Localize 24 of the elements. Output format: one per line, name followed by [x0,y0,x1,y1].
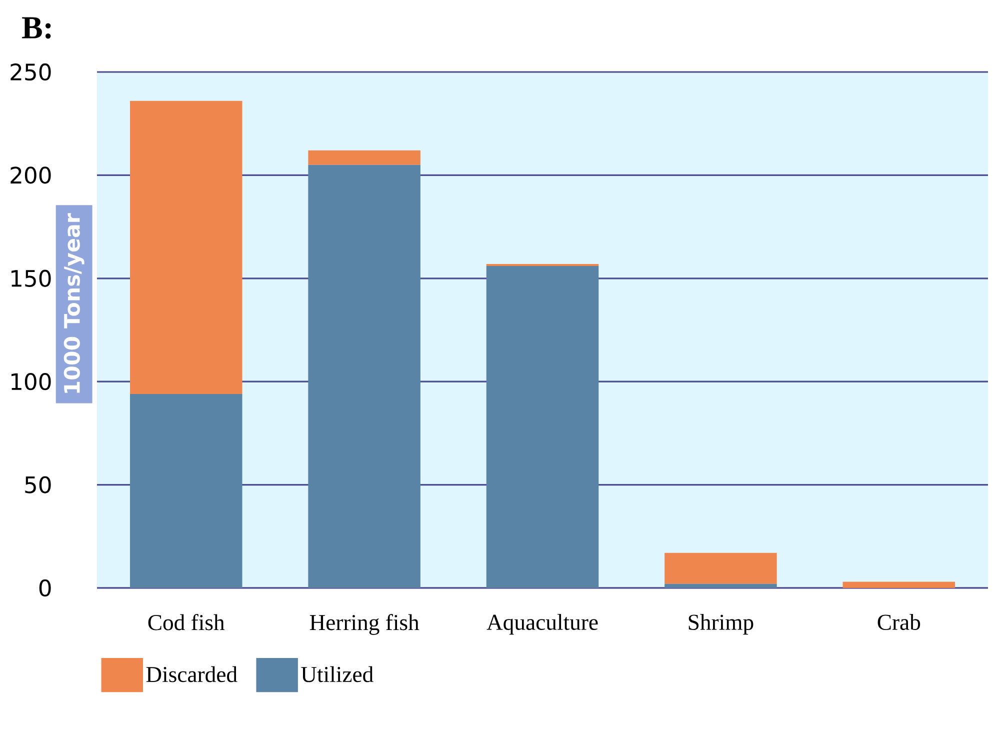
x-tick-label: Cod fish [148,614,225,630]
y-axis-title: 1000 Tons/year [64,213,84,393]
x-tick-label: Herring fish [310,614,420,635]
bar [130,100,242,394]
y-tick-label: 100 [12,373,51,390]
x-tick-label: Crab [878,614,920,630]
y-tick-label: 0 [39,579,51,597]
bar [308,164,420,588]
y-tick-label: 50 [25,476,51,494]
y-tick-label: 150 [12,270,51,287]
bar [486,266,599,588]
bar [842,582,956,588]
y-tick-label: 250 [10,63,51,81]
bar [308,150,420,165]
legend-label: Discarded [146,666,238,682]
y-tick-label: 200 [10,166,51,184]
x-tick-label: Aquaculture [486,614,598,635]
x-tick-label: Shrimp [688,614,754,635]
bar [664,552,777,584]
chart-title: B: [22,17,51,39]
bar [486,264,599,266]
bar [664,584,777,588]
legend-label: Utilized [301,666,374,682]
bar [130,394,242,588]
